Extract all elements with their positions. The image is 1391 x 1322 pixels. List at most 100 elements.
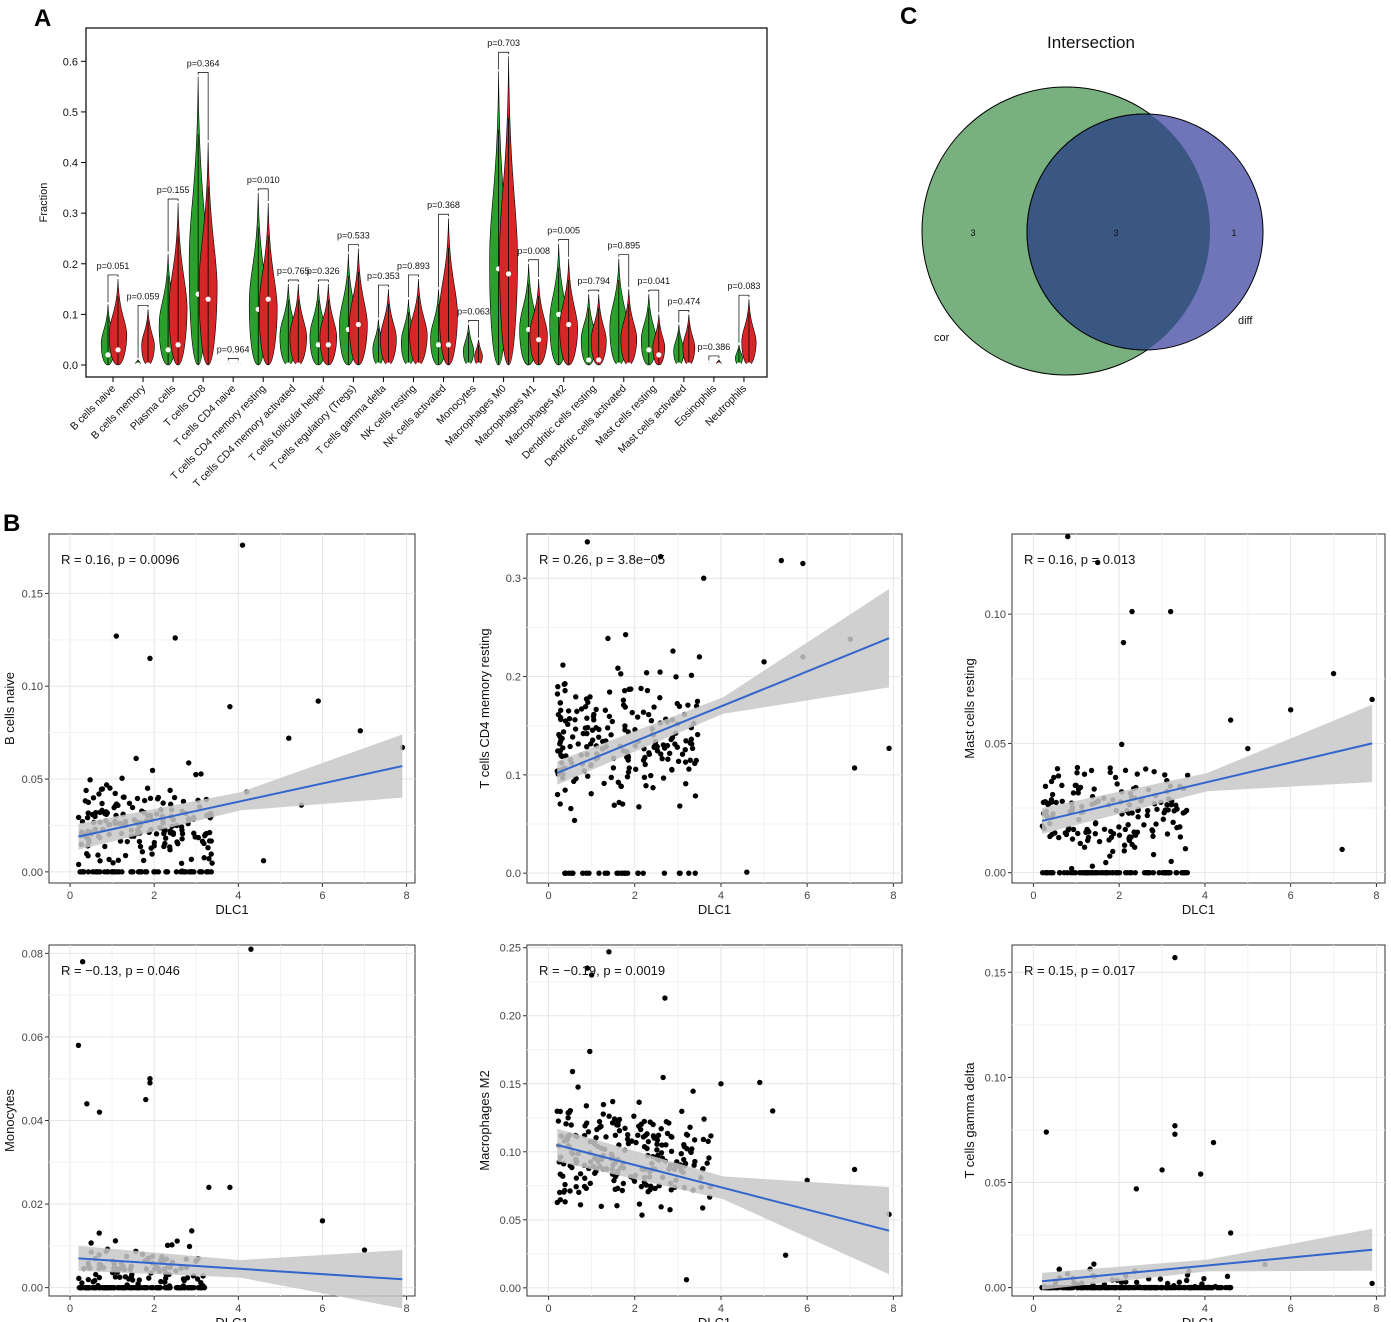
data-point <box>227 1184 233 1191</box>
data-point <box>153 831 160 837</box>
data-point <box>681 1143 687 1150</box>
data-point <box>560 729 567 735</box>
data-point <box>95 852 101 858</box>
data-point <box>83 787 89 794</box>
data-point <box>102 843 108 850</box>
data-point <box>1183 1277 1190 1284</box>
data-point <box>1184 772 1191 778</box>
x-tick-label: 2 <box>1116 1303 1122 1315</box>
data-point <box>155 794 162 801</box>
data-point <box>1161 810 1167 816</box>
p-value-label: p=0.083 <box>728 281 761 291</box>
data-point <box>744 869 750 875</box>
regression-line <box>78 1257 403 1281</box>
data-point <box>618 783 625 790</box>
data-point <box>1106 837 1112 843</box>
data-point <box>660 775 667 781</box>
data-point <box>645 711 652 718</box>
data-point <box>162 835 169 841</box>
data-point <box>88 1240 94 1246</box>
violin-red-median <box>505 271 512 277</box>
data-point <box>620 1180 627 1187</box>
regression-line <box>556 1144 890 1232</box>
data-point <box>557 741 563 747</box>
data-point <box>554 791 561 798</box>
data-point <box>560 662 566 668</box>
scatter-plot-6: 0 2 4 6 8 0.00 0.05 0.10 0.15 DLC1 T cells gamma d… <box>962 944 1386 1322</box>
x-tick-label: 2 <box>632 1303 638 1315</box>
x-axis-label: DLC1 <box>698 902 731 917</box>
data-point <box>782 1252 789 1258</box>
data-point <box>208 851 214 857</box>
data-point <box>1172 1131 1178 1137</box>
confidence-band <box>1042 1228 1373 1290</box>
p-value-label: p=0.703 <box>487 38 520 48</box>
data-point <box>1055 773 1062 779</box>
data-point <box>1091 1284 1097 1291</box>
data-point <box>648 718 655 724</box>
regression-line <box>1041 742 1373 822</box>
x-tick-label: 4 <box>235 1303 241 1315</box>
data-point <box>1125 822 1131 828</box>
data-point <box>1158 1284 1165 1291</box>
data-point <box>99 800 105 807</box>
data-point <box>600 1111 606 1117</box>
y-tick-label: 0.1 <box>63 309 78 321</box>
data-point <box>144 785 151 791</box>
data-point <box>1054 765 1061 772</box>
data-point <box>640 757 647 763</box>
data-point <box>692 1158 698 1165</box>
data-point <box>664 742 671 749</box>
data-point <box>687 1124 693 1130</box>
x-tick-label: 0 <box>1030 890 1036 902</box>
data-point <box>577 1202 584 1208</box>
data-point <box>689 741 695 747</box>
data-point <box>640 709 647 715</box>
data-point <box>1074 770 1080 776</box>
data-point <box>1074 1284 1081 1291</box>
data-point <box>603 1134 609 1140</box>
data-point <box>191 830 197 836</box>
data-point <box>1224 1273 1231 1280</box>
data-point <box>1150 833 1156 839</box>
data-point <box>147 795 154 802</box>
y-tick-label: 0.10 <box>985 609 1006 621</box>
data-point <box>96 1109 103 1115</box>
data-point <box>669 766 675 773</box>
data-point <box>583 1103 590 1109</box>
y-tick-label: 0.10 <box>500 1147 521 1159</box>
data-point <box>75 861 82 868</box>
plot-frame <box>1011 944 1386 1297</box>
data-point <box>205 844 211 851</box>
data-point <box>636 804 642 810</box>
data-point <box>600 1101 607 1108</box>
data-point <box>147 1076 153 1082</box>
data-point <box>1092 830 1099 837</box>
data-point <box>645 1189 651 1195</box>
data-point <box>1114 781 1120 787</box>
data-point <box>642 1132 649 1139</box>
data-point <box>173 869 180 875</box>
data-point <box>166 844 173 850</box>
data-point <box>1172 1123 1178 1129</box>
y-tick-label: 0.06 <box>22 1032 43 1044</box>
data-point <box>179 868 185 874</box>
significance-bracket <box>378 284 389 318</box>
data-point <box>227 703 233 710</box>
data-point <box>677 870 683 876</box>
violin-green-median <box>646 347 652 353</box>
data-point <box>622 727 628 733</box>
data-point <box>587 1048 593 1055</box>
data-point <box>624 870 631 876</box>
data-point <box>99 786 106 792</box>
data-point <box>691 1137 698 1143</box>
data-point <box>96 791 102 797</box>
data-point <box>1199 1281 1205 1287</box>
y-axis-label: Mast cells resting <box>962 658 977 758</box>
violin-red-median <box>475 362 482 368</box>
data-point <box>1114 869 1120 876</box>
data-point <box>688 736 695 742</box>
data-point <box>562 1199 568 1205</box>
data-point <box>164 1242 171 1249</box>
